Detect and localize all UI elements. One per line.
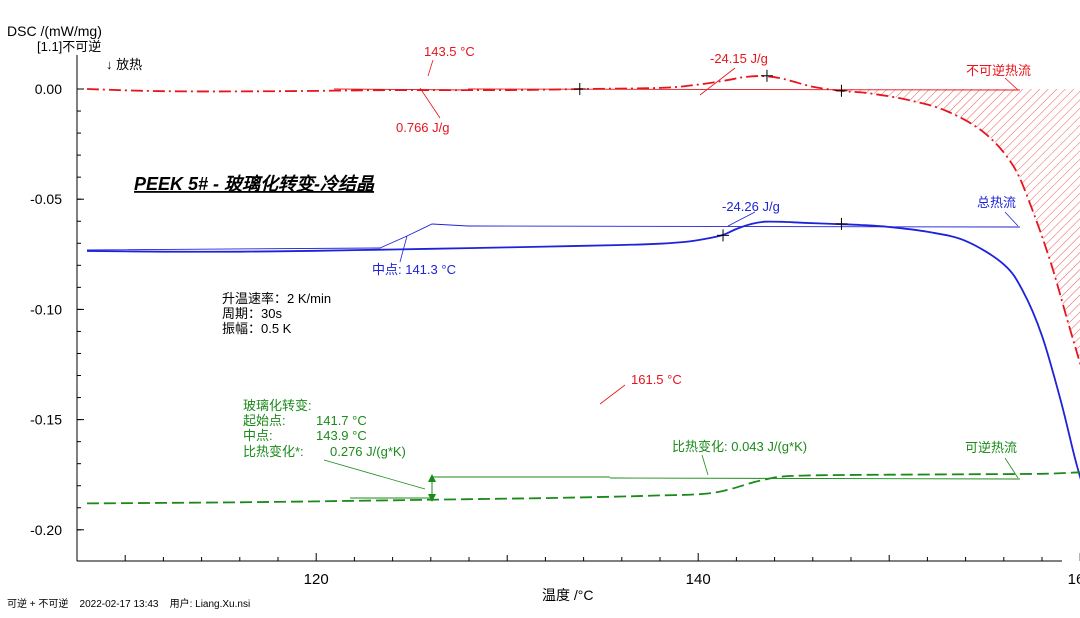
y-tick-label: 0.00 <box>35 81 62 97</box>
glass-cp-label: 比热变化*: <box>243 444 304 459</box>
x-ticks: 120140160180200 <box>124 553 1080 588</box>
nonrev-series-label: 不可逆热流 <box>966 63 1031 78</box>
y-tick-label: -0.10 <box>30 301 62 317</box>
nonrev-big-area-label: -24.15 J/g <box>710 51 768 66</box>
rev-cp-arrow-head-up <box>428 474 436 482</box>
y-axis-subtitle: [1.1]不可逆 <box>37 39 101 54</box>
leader-lines <box>323 59 1019 490</box>
x-axis-title: 温度 /°C <box>542 587 594 603</box>
glass-transition-block: 玻璃化转变: 起始点: 141.7 °C 中点: 143.9 °C 比热变化*:… <box>243 398 406 459</box>
rev-heat-flow-line <box>86 471 1080 505</box>
param-heating-rate: 升温速率：2 K/min <box>222 291 331 306</box>
leader-161-5 <box>599 384 626 405</box>
y-tick-label: -0.15 <box>30 412 62 428</box>
nonrev-peak-temp-label: 143.5 °C <box>424 44 475 59</box>
glass-title: 玻璃化转变: <box>243 398 312 413</box>
x-tick-label: 140 <box>686 571 711 588</box>
rev-cp-change-label: 比热变化: 0.043 J/(g*K) <box>672 439 807 454</box>
x-tick-label: 160 <box>1068 571 1080 588</box>
leader-cp-change <box>701 454 709 476</box>
glass-cp-value: 0.276 J/(g*K) <box>330 444 406 459</box>
footer-info: 可逆 + 不可逆 2022-02-17 13:43 用户: Liang.Xu.n… <box>7 597 250 610</box>
leader-midpoint <box>399 235 408 263</box>
y-tick-label: -0.20 <box>30 522 62 538</box>
nonrev-trough-temp-label: 161.5 °C <box>631 372 682 387</box>
leader-143-5 <box>427 59 434 77</box>
total-area-label: -24.26 J/g <box>722 199 780 214</box>
glass-onset-label: 起始点: <box>243 413 286 428</box>
param-amplitude: 振幅：0.5 K <box>222 321 292 336</box>
y-axis-title: DSC /(mW/mg) <box>7 23 102 39</box>
total-heat-flow-line <box>86 220 1080 480</box>
rev-cp-tangent <box>609 477 1021 480</box>
leader-2426 <box>727 211 756 227</box>
total-glass-tangents <box>86 223 469 251</box>
glass-mid-label: 中点: <box>243 428 273 443</box>
measurement-params: 升温速率：2 K/min 周期：30s 振幅：0.5 K <box>222 291 331 336</box>
total-series-label: 总热流 <box>977 195 1016 210</box>
exo-direction-label: ↓ 放热 <box>106 57 142 72</box>
peak-area-hatch <box>841 89 1080 363</box>
axes: 0.00-0.05-0.10-0.15-0.20 120140160180200 <box>30 55 1080 588</box>
leader-rev-total <box>1004 211 1019 227</box>
chart-title: PEEK 5# - 玻璃化转变-冷结晶 <box>134 174 375 194</box>
y-tick-label: -0.05 <box>30 191 62 207</box>
x-tick-label: 120 <box>304 571 329 588</box>
leader-0766 <box>419 87 441 119</box>
rev-series-label: 可逆热流 <box>965 440 1017 455</box>
y-ticks: 0.00 -0.05 -0.10 -0.15 -0.20 <box>30 81 84 538</box>
leader-rev-label <box>1004 457 1019 479</box>
rev-glass-tangents <box>350 476 610 499</box>
glass-onset-value: 141.7 °C <box>316 413 367 428</box>
glass-mid-value: 143.9 °C <box>316 428 367 443</box>
rev-cp-arrow-head-down <box>428 494 436 502</box>
leader-glass <box>323 459 426 490</box>
param-period: 周期：30s <box>222 306 282 321</box>
leader-2415 <box>699 67 736 96</box>
total-midpoint-label: 中点: 141.3 °C <box>372 262 456 277</box>
markers <box>573 69 848 242</box>
nonrev-heat-flow-line <box>86 75 1080 366</box>
nonrev-small-area-label: 0.766 J/g <box>396 120 450 135</box>
leader-nonrev-label <box>1004 77 1019 91</box>
